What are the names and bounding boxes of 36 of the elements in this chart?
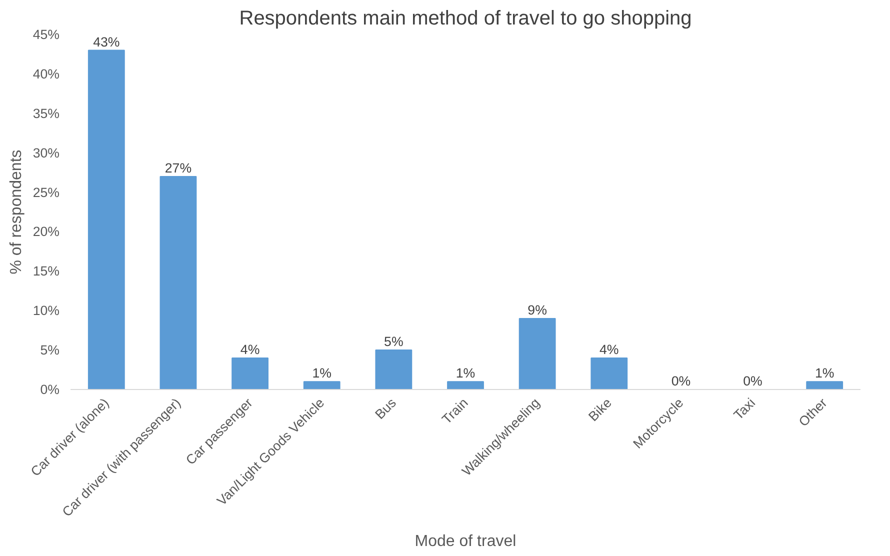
y-tick-label: 30% — [32, 145, 60, 160]
y-axis-title: % of respondents — [8, 150, 25, 274]
data-label: 1% — [814, 366, 834, 381]
y-tick-label: 15% — [32, 264, 60, 279]
data-label: 1% — [456, 366, 476, 381]
bar — [590, 357, 628, 390]
data-label: 1% — [312, 366, 332, 381]
data-label: 5% — [384, 334, 404, 350]
x-tick-label: Bike — [586, 395, 614, 424]
data-label: 4% — [600, 342, 619, 357]
bar — [160, 176, 197, 390]
y-tick-label: 45% — [32, 27, 60, 42]
data-label: 4% — [240, 342, 260, 357]
y-tick-label: 35% — [32, 106, 60, 121]
bar — [518, 318, 556, 390]
y-tick-label: 0% — [40, 382, 60, 397]
bar — [303, 381, 340, 390]
y-tick-label: 5% — [40, 342, 60, 358]
bar — [232, 357, 268, 390]
bar — [88, 50, 125, 390]
bar — [375, 350, 412, 390]
data-label: 9% — [528, 302, 548, 318]
chart-title: Respondents main method of travel to go shopping — [239, 8, 692, 30]
data-label: 0% — [671, 374, 691, 388]
data-label: 27% — [164, 160, 192, 176]
data-label: 0% — [743, 374, 763, 388]
bar — [447, 381, 484, 390]
data-label: 43% — [93, 34, 120, 50]
bar — [806, 381, 844, 390]
y-tick-label: 25% — [32, 184, 60, 200]
y-tick-label: 40% — [32, 66, 60, 82]
y-tick-label: 10% — [32, 303, 60, 318]
x-tick-label: Taxi — [730, 395, 758, 423]
x-axis-title: Mode of travel — [414, 532, 516, 550]
x-tick-label: Bus — [372, 394, 400, 422]
y-tick-label: 20% — [32, 224, 60, 240]
